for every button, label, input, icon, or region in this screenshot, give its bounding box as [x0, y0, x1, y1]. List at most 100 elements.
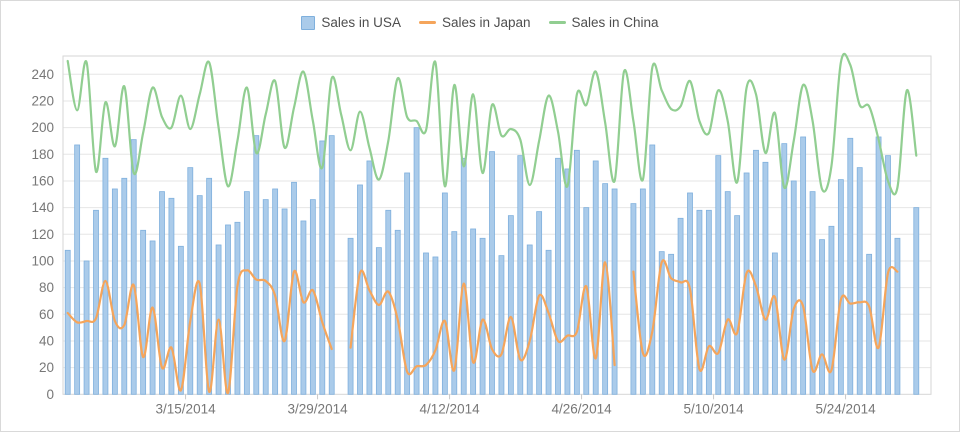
bar-usa-5/11/2014[interactable] — [724, 191, 731, 395]
bar-usa-4/1/2014[interactable] — [347, 237, 354, 395]
bar-usa-3/9/2014[interactable] — [130, 139, 137, 395]
y-axis-label-220: 220 — [31, 93, 54, 108]
bar-usa-3/4/2014[interactable] — [83, 260, 90, 395]
bar-usa-3/15/2014[interactable] — [187, 167, 194, 395]
bar-usa-5/22/2014[interactable] — [828, 225, 835, 395]
x-axis-label-5/10/2014: 5/10/2014 — [684, 401, 745, 416]
bar-usa-4/24/2014[interactable] — [564, 168, 571, 395]
plot-border — [62, 55, 932, 395]
bar-usa-4/17/2014[interactable] — [498, 255, 505, 395]
bar-usa-4/18/2014[interactable] — [507, 215, 514, 395]
bar-usa-5/27/2014[interactable] — [875, 136, 882, 395]
bar-usa-3/17/2014[interactable] — [206, 177, 213, 395]
y-axis-label-0: 0 — [46, 387, 54, 402]
bar-usa-5/10/2014[interactable] — [715, 155, 722, 395]
bar-usa-3/12/2014[interactable] — [159, 191, 165, 395]
bar-usa-3/3/2014[interactable] — [74, 144, 81, 395]
bar-usa-5/2/2014[interactable] — [639, 188, 646, 395]
bar-usa-4/7/2014[interactable] — [404, 172, 411, 395]
bar-usa-3/25/2014[interactable] — [281, 208, 288, 395]
bar-usa-4/23/2014[interactable] — [555, 157, 561, 395]
china-series-marker-icon — [548, 21, 566, 24]
bar-usa-3/19/2014[interactable] — [225, 224, 231, 395]
bar-usa-3/21/2014[interactable] — [243, 191, 250, 395]
bar-usa-3/23/2014[interactable] — [262, 199, 269, 395]
bar-usa-4/3/2014[interactable] — [366, 160, 373, 395]
bar-usa-3/7/2014[interactable] — [111, 188, 118, 395]
bar-usa-5/29/2014[interactable] — [894, 237, 901, 395]
line-japan-segment-2[interactable] — [632, 259, 899, 374]
bar-usa-4/22/2014[interactable] — [545, 249, 552, 395]
bar-usa-4/2/2014[interactable] — [357, 184, 363, 395]
y-axis-label-180: 180 — [31, 147, 54, 162]
bar-usa-5/24/2014[interactable] — [847, 137, 854, 395]
bar-usa-3/14/2014[interactable] — [177, 245, 184, 395]
bar-usa-3/29/2014[interactable] — [319, 140, 326, 395]
y-axis-label-140: 140 — [31, 200, 54, 215]
bar-usa-4/19/2014[interactable] — [517, 155, 524, 395]
bar-usa-5/19/2014[interactable] — [800, 136, 807, 395]
bar-usa-5/12/2014[interactable] — [734, 215, 741, 395]
bar-usa-4/8/2014[interactable] — [413, 127, 420, 395]
bar-usa-5/23/2014[interactable] — [837, 179, 844, 395]
bar-usa-3/5/2014[interactable] — [93, 209, 99, 395]
bar-usa-3/13/2014[interactable] — [168, 197, 175, 395]
bar-usa-5/16/2014[interactable] — [771, 252, 778, 395]
line-japan-segment-0[interactable] — [66, 269, 333, 395]
bar-usa-3/22/2014[interactable] — [253, 135, 260, 395]
bar-usa-5/15/2014[interactable] — [762, 161, 769, 395]
x-axis-label-4/26/2014: 4/26/2014 — [552, 401, 613, 416]
bar-usa-4/16/2014[interactable] — [489, 151, 495, 395]
bar-usa-3/27/2014[interactable] — [300, 220, 307, 395]
bar-usa-5/31/2014[interactable] — [913, 207, 920, 395]
bar-usa-5/14/2014[interactable] — [753, 149, 759, 395]
bar-usa-4/15/2014[interactable] — [479, 237, 486, 395]
bar-usa-5/20/2014[interactable] — [809, 191, 816, 395]
bar-usa-4/4/2014[interactable] — [375, 247, 382, 395]
legend-item-sales-china[interactable]: Sales in China — [548, 15, 659, 30]
bar-usa-3/2/2014[interactable] — [64, 249, 71, 395]
bar-usa-5/17/2014[interactable] — [781, 143, 788, 395]
x-axis-label-3/29/2014: 3/29/2014 — [288, 401, 349, 416]
bar-usa-4/11/2014[interactable] — [441, 192, 448, 395]
bar-usa-4/20/2014[interactable] — [526, 244, 533, 395]
y-axis-label-60: 60 — [39, 307, 54, 322]
bar-usa-5/21/2014[interactable] — [819, 239, 825, 395]
bar-usa-4/14/2014[interactable] — [470, 228, 477, 395]
legend-label-japan: Sales in Japan — [441, 15, 531, 30]
bar-usa-5/3/2014[interactable] — [649, 144, 656, 395]
chart-legend: Sales in USA Sales in Japan Sales in Chi… — [1, 15, 959, 30]
bar-usa-5/6/2014[interactable] — [677, 217, 684, 395]
y-axis-label-160: 160 — [31, 173, 54, 188]
bar-usa-4/5/2014[interactable] — [385, 209, 392, 395]
bar-usa-4/9/2014[interactable] — [423, 252, 429, 395]
bar-usa-5/18/2014[interactable] — [790, 180, 797, 395]
line-japan-segment-1[interactable] — [349, 261, 616, 376]
y-axis-label-200: 200 — [31, 120, 54, 135]
bar-usa-5/8/2014[interactable] — [696, 209, 703, 395]
line-china-segment-0[interactable] — [66, 52, 918, 196]
y-axis-label-20: 20 — [39, 360, 54, 375]
legend-item-sales-usa[interactable]: Sales in USA — [301, 15, 401, 30]
bar-usa-5/26/2014[interactable] — [866, 253, 873, 395]
bar-usa-3/8/2014[interactable] — [121, 177, 128, 395]
bar-usa-4/13/2014[interactable] — [460, 157, 467, 395]
bar-usa-5/5/2014[interactable] — [668, 253, 675, 395]
bar-usa-3/30/2014[interactable] — [328, 135, 335, 395]
usa-series-marker-icon — [301, 15, 316, 30]
y-axis-label-120: 120 — [31, 227, 54, 242]
bar-usa-5/4/2014[interactable] — [658, 251, 665, 395]
bar-usa-5/9/2014[interactable] — [705, 209, 712, 395]
legend-item-sales-japan[interactable]: Sales in Japan — [418, 15, 531, 30]
bar-usa-4/28/2014[interactable] — [602, 183, 609, 395]
bar-usa-4/10/2014[interactable] — [432, 256, 439, 395]
bar-usa-4/29/2014[interactable] — [611, 188, 618, 395]
bar-usa-4/12/2014[interactable] — [451, 231, 458, 395]
bar-usa-5/25/2014[interactable] — [856, 167, 863, 395]
bar-usa-3/6/2014[interactable] — [102, 157, 109, 395]
bar-usa-4/25/2014[interactable] — [573, 149, 580, 395]
bar-usa-3/10/2014[interactable] — [140, 229, 147, 395]
bar-usa-4/27/2014[interactable] — [592, 160, 599, 395]
